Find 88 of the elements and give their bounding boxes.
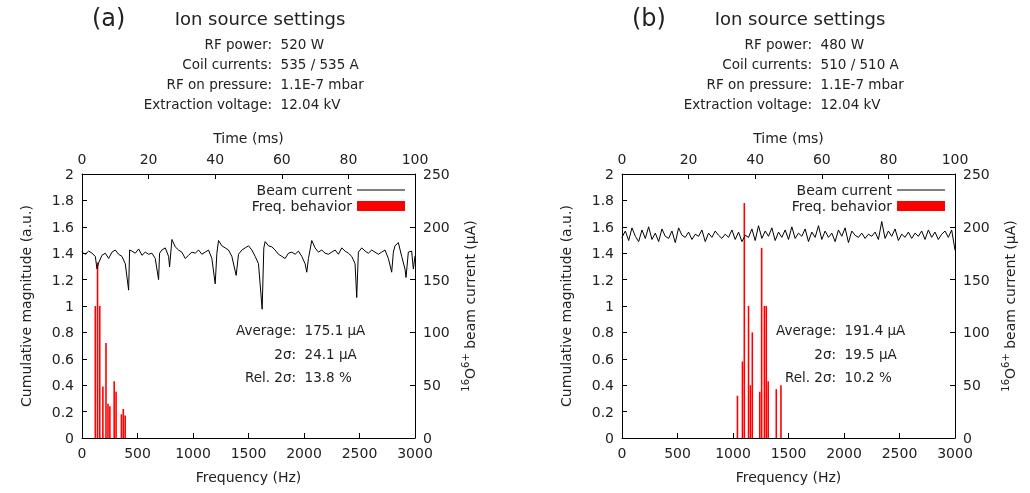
annotation: 2σ: 24.1 µA [274,345,357,362]
y-tick-label: 1.2 [591,271,614,288]
chart-title: (b) [632,4,666,32]
x2-tick-label: 0 [77,445,87,461]
x-tick-label: 60 [812,151,831,167]
x2-tick-label: 3000 [937,445,973,461]
y2-tick-label: 100 [423,324,450,341]
y2-tick-label: 250 [423,166,450,182]
x2-tick-label: 2000 [826,445,862,461]
x-tick-label: 100 [941,151,969,167]
x-tick-label: 0 [617,151,627,167]
y2-tick-label: 150 [963,271,990,288]
y-tick-label: 0.4 [591,377,615,394]
legend-label: Freq. behavior [791,198,893,214]
text: RF power: 480 W [743,36,864,52]
x2-tick-label: 2500 [881,445,918,461]
y-tick-label: 0 [65,430,74,446]
y-tick-label: 1 [605,298,614,314]
x-tick-label: 0 [77,151,87,167]
y-tick-label: 1.8 [591,192,614,209]
y-tick-label: 1.4 [51,245,75,262]
y-tick-label: 0.6 [51,350,75,367]
y2-tick-label: 0 [963,430,972,446]
legend-label: Freq. behavior [251,198,353,214]
y2-tick-label: 50 [963,377,981,394]
y-tick-label: 1.6 [51,218,75,235]
y2-tick-label: 100 [963,324,990,341]
x2-tick-label: 2000 [286,445,322,461]
y-tick-label: 1.8 [51,192,74,209]
y-tick-label: 0 [605,430,614,446]
legend-label: Beam current [796,182,893,198]
y-tick-label: 0.2 [591,403,614,420]
text: RF power: 520 W [203,36,324,52]
x2-tick-label: 0 [617,445,627,461]
y2-tick-label: 200 [423,218,450,235]
annotation: Average: 191.4 µA [776,322,906,338]
annotation: Rel. 2σ: 10.2 % [784,369,892,385]
x-tick-label: 80 [879,151,898,167]
chart-subtitle: Ion source settings [173,8,347,29]
y2-tick-label: 250 [963,166,990,182]
y-tick-label: 0.8 [51,324,74,341]
text: Coil currents: 535 / 535 A [181,56,359,72]
x2-tick-label: 3000 [397,445,433,461]
x2-tick-label: 1500 [230,445,267,461]
x-axis-title: Time (ms) [212,130,284,146]
y-tick-label: 0.2 [51,403,74,420]
y-tick-label: 1.2 [51,271,74,288]
y2-tick-label: 150 [423,271,450,288]
y-axis-title: Cumulative magnitude (a.u.) [558,205,574,407]
x-tick-label: 20 [139,151,158,167]
y2-tick-label: 50 [423,377,441,394]
text: Extraction voltage: 12.04 kV [682,96,881,112]
x2-axis-title: Frequency (Hz) [735,469,842,485]
text: Extraction voltage: 12.04 kV [142,96,341,112]
y-tick-label: 0.8 [591,324,614,341]
y-tick-label: 1.6 [591,218,615,235]
chart-title: (a) [92,4,126,32]
text: RF on pressure: 1.1E-7 mbar [165,76,364,92]
x2-tick-label: 1500 [770,445,807,461]
chart-subtitle: Ion source settings [713,8,887,29]
y2-tick-label: 0 [423,430,432,446]
x2-tick-label: 1000 [175,445,211,461]
annotation: Average: 175.1 µA [236,322,366,338]
annotation: Rel. 2σ: 13.8 % [244,369,352,385]
x-tick-label: 20 [679,151,698,167]
y2-tick-label: 200 [963,218,990,235]
x-tick-label: 80 [339,151,358,167]
x-tick-label: 40 [746,151,765,167]
y-tick-label: 2 [65,166,74,182]
y-axis-title: Cumulative magnitude (a.u.) [18,205,34,407]
x-tick-label: 60 [272,151,291,167]
legend-label: Beam current [256,182,353,198]
x-axis-title: Time (ms) [752,130,824,146]
y-tick-label: 1 [65,298,74,314]
x2-tick-label: 1000 [715,445,751,461]
y-tick-label: 0.6 [591,350,615,367]
x-tick-label: 100 [401,151,429,167]
text: RF on pressure: 1.1E-7 mbar [705,76,904,92]
x-tick-label: 40 [206,151,225,167]
x2-tick-label: 2500 [341,445,378,461]
y-tick-label: 2 [605,166,614,182]
x2-tick-label: 500 [664,445,691,461]
x2-axis-title: Frequency (Hz) [195,469,302,485]
y-tick-label: 0.4 [51,377,75,394]
text: Coil currents: 510 / 510 A [721,56,899,72]
annotation: 2σ: 19.5 µA [814,345,897,362]
x2-tick-label: 500 [124,445,151,461]
y-tick-label: 1.4 [591,245,615,262]
